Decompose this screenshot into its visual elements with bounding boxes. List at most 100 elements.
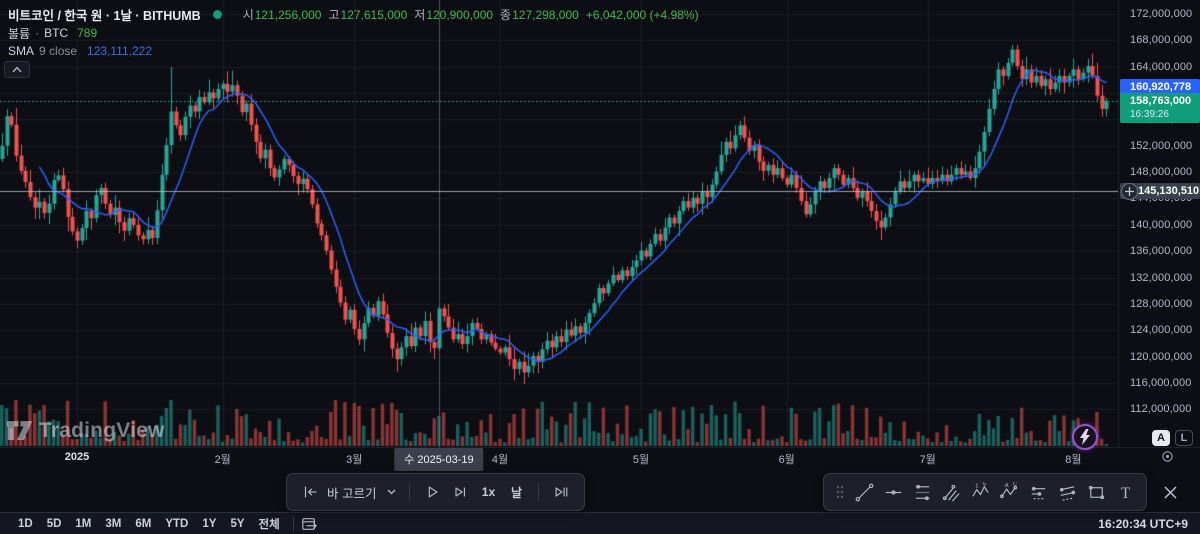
time-tick-label: 2월 [214, 454, 231, 466]
last-price-value: 158,763,000 [1130, 95, 1192, 108]
open-label: 시 [242, 8, 254, 22]
high-label: 고 [328, 8, 340, 22]
price-tick-label: 112,000,000 [1130, 403, 1192, 416]
bar-replay-toolbar: 바 고르기 1x 날 [286, 473, 586, 511]
volume-unit: BTC [44, 26, 69, 40]
chevron-up-icon [12, 66, 22, 73]
price-tick-label: 116,000,000 [1130, 376, 1192, 389]
close-label: 종 [500, 8, 512, 22]
footer-bar: 1D 5D 1M 3M 6M YTD 1Y 5Y 전체 16:20:34 UTC+9 [0, 512, 1200, 534]
high-value: 127,615,000 [340, 7, 408, 22]
lightning-bolt-icon [1080, 429, 1090, 445]
sma-value: 123,111,222 [87, 44, 152, 58]
divider [409, 483, 411, 501]
crosshair-date-label: 수 2025-03-19 [394, 448, 484, 471]
price-tick-label: 120,000,000 [1130, 350, 1193, 363]
fib-retracement-icon[interactable] [909, 478, 935, 506]
price-tick-label: 148,000,000 [1130, 166, 1193, 179]
sma-params: 9 close [39, 44, 78, 58]
sma-axis-price-label: 160,920,778 [1120, 78, 1200, 95]
price-tick-label: 172,000,000 [1130, 8, 1193, 20]
time-tick-label: 8월 [1065, 454, 1082, 466]
jump-to-bar-icon[interactable] [297, 478, 323, 506]
time-tick-label: 2025 [64, 451, 90, 463]
legend-collapse-button[interactable] [4, 61, 30, 78]
market-status-dot[interactable] [212, 10, 222, 19]
time-tick-label: 4월 [491, 454, 509, 466]
change-value: +6,042,000 (+4.98%) [585, 7, 699, 22]
price-tick-label: 140,000,000 [1130, 218, 1193, 231]
price-tick-label: 124,000,000 [1130, 324, 1193, 337]
range-button-1m[interactable]: 1M [69, 516, 97, 532]
symbol-title[interactable]: 비트코인 / 한국 원 · 1날 · BITHUMB [8, 9, 201, 23]
clock-timezone[interactable]: 16:20:34 UTC+9 [1098, 516, 1188, 531]
sma-indicator-label[interactable]: SMA [8, 44, 35, 58]
range-button-6m[interactable]: 6M [129, 516, 157, 532]
rectangle-icon[interactable] [1083, 478, 1109, 506]
timezone-settings-icon[interactable] [1161, 450, 1174, 463]
projection-icon[interactable] [1025, 478, 1051, 506]
add-alert-plus-icon[interactable] [1121, 182, 1138, 200]
parallel-channel-icon[interactable] [1054, 478, 1080, 506]
svg-text:5: 5 [982, 482, 985, 488]
replay-interval-button[interactable]: 날 [503, 478, 529, 506]
range-button-3m[interactable]: 3M [99, 516, 127, 532]
last-price-label: 158,763,000 16:39:26 [1120, 93, 1200, 124]
range-button-전체[interactable]: 전체 [253, 514, 286, 534]
play-icon[interactable] [419, 478, 445, 506]
range-button-1y[interactable]: 1Y [196, 516, 222, 532]
replay-speed-button[interactable]: 1x [475, 478, 501, 506]
select-bar-label[interactable]: 바 고르기 [327, 486, 377, 501]
close-icon[interactable] [1156, 478, 1184, 506]
chart-plot-area: 비트코인 / 한국 원 · 1날 · BITHUMB 시 121,256,000… [0, 0, 1118, 450]
volume-indicator-label[interactable]: 볼륨 [8, 26, 31, 41]
bar-close-countdown: 16:39:26 [1130, 109, 1169, 121]
price-tick-label: 132,000,000 [1130, 271, 1193, 284]
price-tick-label: 136,000,000 [1130, 245, 1193, 258]
chevron-down-icon[interactable] [382, 478, 400, 506]
svg-text:C: C [1012, 482, 1016, 488]
range-button-5d[interactable]: 5D [41, 516, 68, 532]
price-tick-label: 152,000,000 [1130, 139, 1193, 152]
time-tick-label: 5월 [632, 454, 650, 466]
pitchfork-icon[interactable] [938, 478, 964, 506]
price-axis[interactable]: 172,000,000168,000,000164,000,000160,000… [1118, 0, 1200, 447]
horizontal-line-icon[interactable] [880, 478, 906, 506]
price-tick-label: 168,000,000 [1130, 34, 1193, 47]
go-to-date-icon[interactable] [301, 516, 318, 532]
open-value: 121,256,000 [254, 7, 322, 22]
svg-text:1: 1 [975, 483, 978, 489]
price-tick-label: 164,000,000 [1130, 60, 1193, 73]
step-forward-icon[interactable] [447, 478, 473, 506]
time-tick-label: 7월 [919, 454, 936, 466]
go-to-realtime-icon[interactable] [548, 478, 574, 506]
price-chart-canvas[interactable] [0, 0, 1118, 447]
divider [538, 483, 540, 501]
log-scale-button[interactable]: L [1175, 430, 1193, 446]
lightning-trade-button[interactable] [1072, 424, 1098, 450]
range-button-ytd[interactable]: YTD [159, 516, 194, 532]
time-tick-label: 6월 [778, 454, 795, 466]
price-tick-label: 128,000,000 [1130, 297, 1193, 310]
low-label: 저 [414, 8, 426, 22]
range-button-5y[interactable]: 5Y [224, 516, 250, 532]
svg-text:T: T [1120, 484, 1130, 501]
trend-line-icon[interactable] [851, 478, 877, 506]
legend: 비트코인 / 한국 원 · 1날 · BITHUMB 시 121,256,000… [8, 5, 699, 60]
close-value: 127,298,000 [512, 7, 579, 22]
crosshair-price-label: 145,130,510 [1120, 183, 1200, 199]
svg-text:A: A [1004, 482, 1008, 488]
low-value: 120,900,000 [426, 7, 494, 22]
auto-scale-button[interactable]: A [1152, 430, 1170, 446]
time-tick-label: 3월 [346, 454, 363, 466]
range-button-1d[interactable]: 1D [12, 516, 39, 532]
time-axis[interactable]: 2025 2월 3월 4월 5월 6월 7월 8월 수 2025-03-19 [0, 447, 1200, 471]
volume-value: 789 [77, 26, 98, 40]
text-tool-icon[interactable]: T [1112, 478, 1138, 506]
divider [292, 517, 294, 530]
drag-handle-icon[interactable] [832, 478, 848, 506]
